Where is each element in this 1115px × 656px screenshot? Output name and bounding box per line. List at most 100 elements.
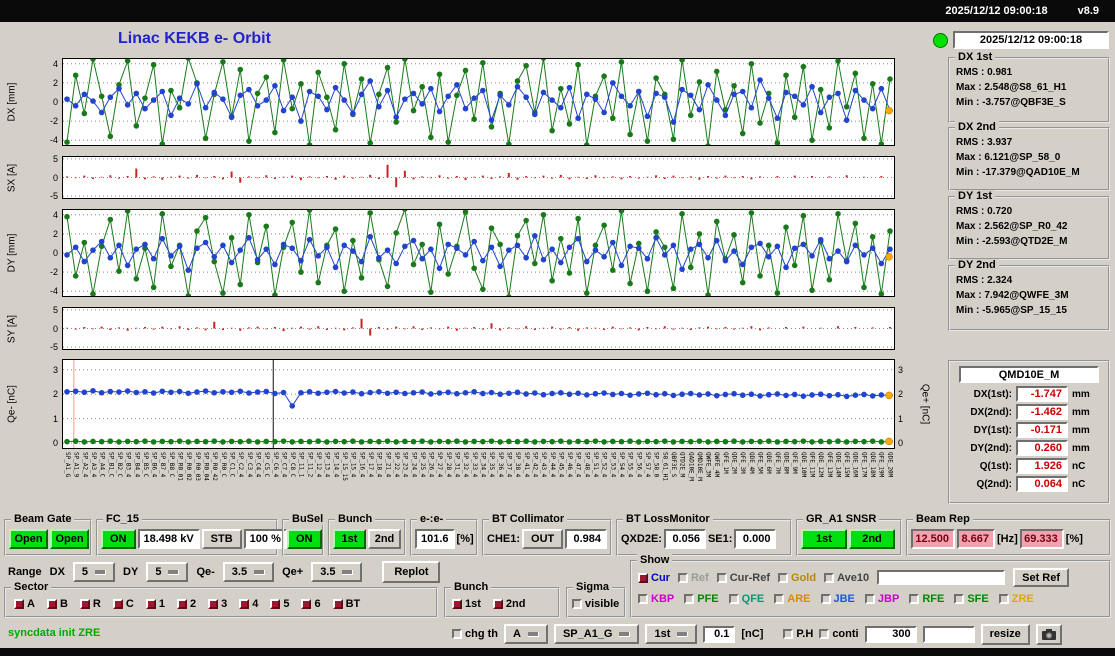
- jbp-checkbox[interactable]: JBP: [864, 593, 899, 605]
- range-dx-select[interactable]: 5: [72, 562, 116, 582]
- bottom-taskbar-strip: [0, 648, 1115, 656]
- zre-checkbox[interactable]: ZRE: [998, 593, 1034, 605]
- status-indicator-light: [933, 33, 948, 48]
- pfe-checkbox[interactable]: PFE: [684, 593, 719, 605]
- checkbox-box: [864, 594, 875, 604]
- bpm-label: SP_41_4: [522, 452, 530, 478]
- b-checkbox[interactable]: B: [46, 598, 68, 610]
- bt-collimator-group: BT Collimator CHE1: OUT 0.984: [482, 513, 612, 556]
- count-entry[interactable]: [922, 625, 975, 643]
- are-checkbox[interactable]: ARE: [774, 593, 811, 605]
- busel-on-button[interactable]: ON: [287, 528, 322, 549]
- rfe-checkbox[interactable]: RFE: [909, 593, 944, 605]
- fc15-group: FC_15 ON 18.498 kV STB 100 %: [96, 513, 287, 556]
- visible-checkbox[interactable]: visible: [572, 598, 619, 610]
- bt-checkbox[interactable]: BT: [332, 598, 360, 610]
- r-checkbox[interactable]: R: [79, 598, 101, 610]
- cur-checkbox[interactable]: Cur: [638, 572, 670, 584]
- fc15-percent-value: 100 %: [243, 528, 287, 549]
- bpm-label: QDE_6M: [765, 452, 773, 474]
- jbe-checkbox[interactable]: JBE: [820, 593, 855, 605]
- y-tick-label: 4: [52, 58, 58, 69]
- bpm-label: SP_33_4: [470, 452, 478, 478]
- set-ref-button[interactable]: Set Ref: [1013, 568, 1070, 587]
- beam-rep-hz-unit: [Hz]: [997, 532, 1018, 545]
- bt-lossmonitor-group: BT LossMonitor QXD2E: 0.056 SE1: 0.000: [616, 513, 792, 556]
- checkbox-box: [909, 594, 920, 604]
- beam-gate-open-1-button[interactable]: Open: [9, 528, 48, 549]
- 6-checkbox[interactable]: 6: [301, 598, 321, 610]
- replot-button[interactable]: Replot: [382, 561, 441, 583]
- y-tick-label: 0: [52, 97, 58, 107]
- 1-checkbox[interactable]: 1: [145, 598, 165, 610]
- y-tick-label: -5: [49, 342, 58, 353]
- sigma-title: Sigma: [573, 581, 613, 593]
- c-checkbox[interactable]: C: [112, 598, 134, 610]
- bpm-label: QWFE_4M: [713, 452, 721, 478]
- se1-label: SE1:: [707, 532, 733, 545]
- che1-out-button[interactable]: OUT: [522, 528, 564, 549]
- resize-button[interactable]: resize: [980, 623, 1030, 645]
- ph-checkbox[interactable]: P.H: [783, 628, 813, 640]
- sector-select[interactable]: A: [504, 624, 548, 644]
- sfe-checkbox[interactable]: SFE: [954, 593, 989, 605]
- bpm-label: SP_13_4: [323, 452, 331, 478]
- bpm-label: SP_R0_03: [193, 452, 201, 481]
- checkbox-box: [716, 572, 727, 583]
- ave10-checkbox[interactable]: Ave10: [824, 572, 869, 584]
- 2-checkbox[interactable]: 2: [176, 598, 196, 610]
- beam-gate-open-2-button[interactable]: Open: [50, 528, 89, 549]
- y-tick-label: -2: [49, 116, 58, 127]
- interval-entry[interactable]: 300: [864, 625, 917, 643]
- fc15-stb-button[interactable]: STB: [201, 528, 242, 549]
- bunch-filter-title: Bunch: [451, 581, 492, 593]
- qfe-checkbox[interactable]: QFE: [728, 593, 764, 605]
- range-qe-plus-label: Qe+: [282, 566, 304, 578]
- bt-lossmonitor-title: BT LossMonitor: [623, 513, 713, 525]
- dx-2nd-rms: RMS : 3.937: [956, 137, 1013, 148]
- conti-checkbox[interactable]: conti: [819, 628, 859, 640]
- che1-value: 0.984: [565, 528, 607, 549]
- bpm-label: SP_B5_C: [141, 452, 149, 478]
- dy-2nd-min: Min : -5.965@SP_15_15: [956, 305, 1067, 316]
- y-tick-label: 4: [52, 209, 58, 220]
- dy-orbit-plot: [62, 209, 895, 297]
- screenshot-button[interactable]: [1035, 623, 1062, 645]
- y-tick-label: 5: [52, 304, 58, 315]
- bpm-label: QFE_11M: [808, 452, 816, 478]
- 3-checkbox[interactable]: 3: [208, 598, 227, 610]
- checkbox-box: [774, 594, 785, 604]
- bunch-2nd-button[interactable]: 2nd: [368, 528, 401, 549]
- bunch-1st-button[interactable]: 1st: [333, 528, 366, 549]
- cur-ref-checkbox[interactable]: Cur-Ref: [716, 572, 770, 584]
- bpm-label: SP_A1_9: [72, 452, 80, 478]
- fc15-title: FC_15: [103, 513, 143, 525]
- range-dx-label: DX: [49, 566, 65, 578]
- kbp-checkbox[interactable]: KBP: [638, 593, 674, 605]
- dx-2nd-stats-group: DX 2nd RMS : 3.937 Max : 6.121@SP_58_0 M…: [948, 121, 1110, 191]
- y-tick-label: 0: [898, 438, 904, 449]
- ref-entry[interactable]: [877, 570, 1006, 585]
- ref-checkbox[interactable]: Ref: [677, 572, 709, 584]
- bpm-select[interactable]: SP_A1_G: [553, 624, 640, 644]
- fc15-on-button[interactable]: ON: [101, 528, 136, 549]
- bpm-label: SP_16_4: [358, 452, 366, 478]
- gold-checkbox[interactable]: Gold: [778, 572, 816, 584]
- dy-1st-min: Min : -2.593@QTD2E_M: [956, 236, 1068, 247]
- 4-checkbox[interactable]: 4: [239, 598, 258, 610]
- status-toolbar: chg th A SP_A1_G 1st 0.1 [nC] P.H conti …: [452, 622, 1110, 646]
- bpm-label: SP_C2_4: [237, 452, 245, 478]
- threshold-entry[interactable]: 0.1: [703, 625, 736, 643]
- 1st-checkbox[interactable]: 1st: [452, 598, 481, 610]
- bunch-select[interactable]: 1st: [645, 624, 698, 644]
- sx-steering-plot: [62, 156, 895, 199]
- range-qe-plus-select[interactable]: 3.5: [311, 562, 363, 582]
- snsr-2nd-button[interactable]: 2nd: [849, 528, 895, 549]
- chg-th-checkbox[interactable]: chg th: [452, 628, 498, 640]
- 2nd-checkbox[interactable]: 2nd: [492, 598, 525, 610]
- a-checkbox[interactable]: A: [14, 598, 35, 610]
- 5-checkbox[interactable]: 5: [270, 598, 289, 610]
- range-dy-select[interactable]: 5: [146, 562, 189, 582]
- snsr-1st-button[interactable]: 1st: [801, 528, 847, 549]
- range-qe-minus-select[interactable]: 3.5: [222, 562, 275, 582]
